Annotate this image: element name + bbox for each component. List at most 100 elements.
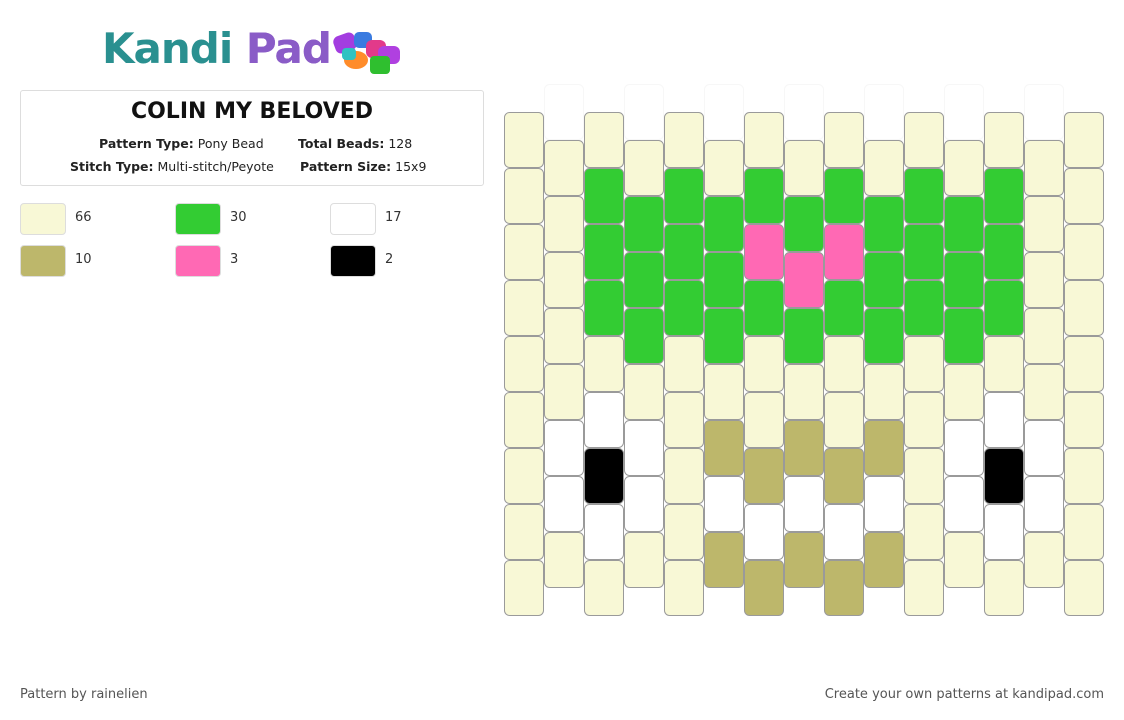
bead [1064, 112, 1104, 168]
bead [624, 364, 664, 420]
bead [704, 252, 744, 308]
bead [784, 252, 824, 308]
legend-count: 10 [75, 252, 92, 267]
bead [784, 532, 824, 588]
bead [784, 364, 824, 420]
bead [584, 336, 624, 392]
bead [544, 140, 584, 196]
footer-link[interactable]: Create your own patterns at kandipad.com [824, 687, 1104, 702]
bead [584, 392, 624, 448]
bead [744, 280, 784, 336]
field-label: Pattern Size: [300, 159, 392, 174]
bead [984, 448, 1024, 504]
bead [904, 224, 944, 280]
field: Pattern Type: Pony Bead [99, 136, 264, 151]
field-value: Multi-stitch/Peyote [157, 159, 274, 174]
bead [984, 392, 1024, 448]
bead [504, 280, 544, 336]
field-label: Stitch Type: [70, 159, 154, 174]
bead [904, 280, 944, 336]
bead [864, 420, 904, 476]
bead [1064, 392, 1104, 448]
bead [1064, 448, 1104, 504]
bead [704, 532, 744, 588]
legend-swatch [20, 203, 66, 235]
logo-beads [333, 32, 400, 74]
bead [984, 504, 1024, 560]
bead [744, 168, 784, 224]
bead [1064, 560, 1104, 616]
bead [1024, 308, 1064, 364]
field: Total Beads: 128 [298, 136, 412, 151]
bead [744, 112, 784, 168]
bead [704, 364, 744, 420]
bead [1064, 224, 1104, 280]
bead [584, 224, 624, 280]
bead [944, 252, 984, 308]
bead [944, 84, 984, 140]
bead [944, 364, 984, 420]
bead [1064, 168, 1104, 224]
bead [624, 420, 664, 476]
bead [744, 392, 784, 448]
bead [584, 112, 624, 168]
bead [944, 196, 984, 252]
bead [624, 84, 664, 140]
bead [984, 168, 1024, 224]
bead [584, 448, 624, 504]
field-value: 15x9 [395, 159, 427, 174]
pattern-title: COLIN MY BELOVED [130, 99, 374, 124]
field-label: Total Beads: [298, 136, 385, 151]
bead [824, 168, 864, 224]
bead [704, 308, 744, 364]
bead [544, 420, 584, 476]
bead [544, 196, 584, 252]
bead [544, 252, 584, 308]
bead [544, 84, 584, 140]
bead [944, 532, 984, 588]
bead [624, 476, 664, 532]
legend-swatch [20, 245, 66, 277]
bead [544, 308, 584, 364]
legend-count: 30 [230, 210, 247, 225]
bead [664, 112, 704, 168]
bead [824, 280, 864, 336]
bead [1024, 364, 1064, 420]
bead [784, 308, 824, 364]
bead [1064, 336, 1104, 392]
bead [1024, 420, 1064, 476]
bead [904, 560, 944, 616]
bead [784, 140, 824, 196]
bead [984, 560, 1024, 616]
bead [504, 336, 544, 392]
bead [904, 392, 944, 448]
bead [984, 280, 1024, 336]
bead [544, 532, 584, 588]
bead [1024, 476, 1064, 532]
bead [1024, 84, 1064, 140]
bead [1064, 280, 1104, 336]
bead [1024, 532, 1064, 588]
bead [544, 364, 584, 420]
bead [784, 420, 824, 476]
bead [504, 448, 544, 504]
logo[interactable]: Kandi Pad [102, 24, 332, 73]
legend-count: 17 [385, 210, 402, 225]
bead [504, 112, 544, 168]
bead [744, 560, 784, 616]
bead [664, 448, 704, 504]
bead [704, 140, 744, 196]
bead [664, 560, 704, 616]
bead-grid [504, 84, 1104, 616]
bead [664, 504, 704, 560]
bead [704, 84, 744, 140]
bead [944, 140, 984, 196]
bead [904, 112, 944, 168]
bead [1024, 196, 1064, 252]
bead [504, 168, 544, 224]
legend-count: 2 [385, 252, 394, 267]
bead [1064, 504, 1104, 560]
bead [664, 392, 704, 448]
footer-credit: Pattern by rainelien [20, 687, 148, 702]
bead [984, 112, 1024, 168]
